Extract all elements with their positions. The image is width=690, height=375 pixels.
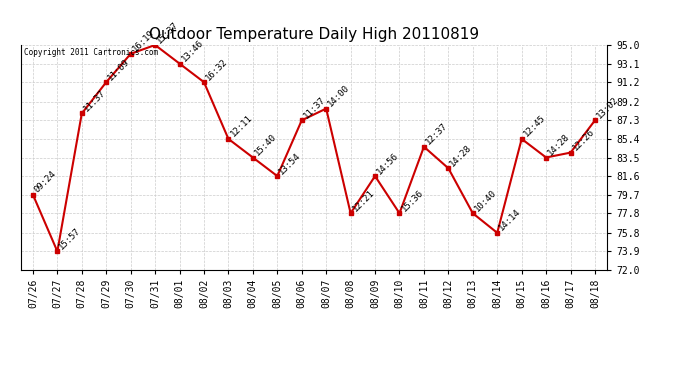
Text: 11:37: 11:37 bbox=[82, 88, 107, 114]
Text: Copyright 2011 Cartronics.com: Copyright 2011 Cartronics.com bbox=[23, 48, 158, 57]
Text: 11:37: 11:37 bbox=[302, 95, 327, 120]
Text: 14:00: 14:00 bbox=[326, 83, 351, 109]
Text: 16:32: 16:32 bbox=[204, 57, 229, 82]
Text: 09:24: 09:24 bbox=[33, 169, 58, 195]
Text: 15:37: 15:37 bbox=[155, 20, 181, 45]
Text: 12:37: 12:37 bbox=[424, 122, 449, 147]
Text: 11:09: 11:09 bbox=[106, 57, 132, 82]
Text: 16:19: 16:19 bbox=[130, 28, 156, 54]
Text: 10:40: 10:40 bbox=[473, 188, 498, 213]
Text: 14:28: 14:28 bbox=[546, 132, 571, 158]
Text: 15:40: 15:40 bbox=[253, 132, 278, 158]
Text: 13:02: 13:02 bbox=[595, 95, 620, 120]
Text: 13:54: 13:54 bbox=[277, 151, 303, 176]
Text: 12:21: 12:21 bbox=[351, 188, 376, 213]
Text: 13:46: 13:46 bbox=[179, 38, 205, 64]
Text: 12:26: 12:26 bbox=[571, 127, 596, 153]
Text: 15:36: 15:36 bbox=[400, 188, 425, 213]
Text: 12:45: 12:45 bbox=[522, 114, 547, 139]
Text: 14:56: 14:56 bbox=[375, 151, 400, 176]
Text: 12:11: 12:11 bbox=[228, 114, 254, 139]
Text: 14:14: 14:14 bbox=[497, 207, 522, 233]
Text: 15:57: 15:57 bbox=[57, 226, 83, 251]
Title: Outdoor Temperature Daily High 20110819: Outdoor Temperature Daily High 20110819 bbox=[149, 27, 479, 42]
Text: 14:28: 14:28 bbox=[448, 143, 474, 168]
